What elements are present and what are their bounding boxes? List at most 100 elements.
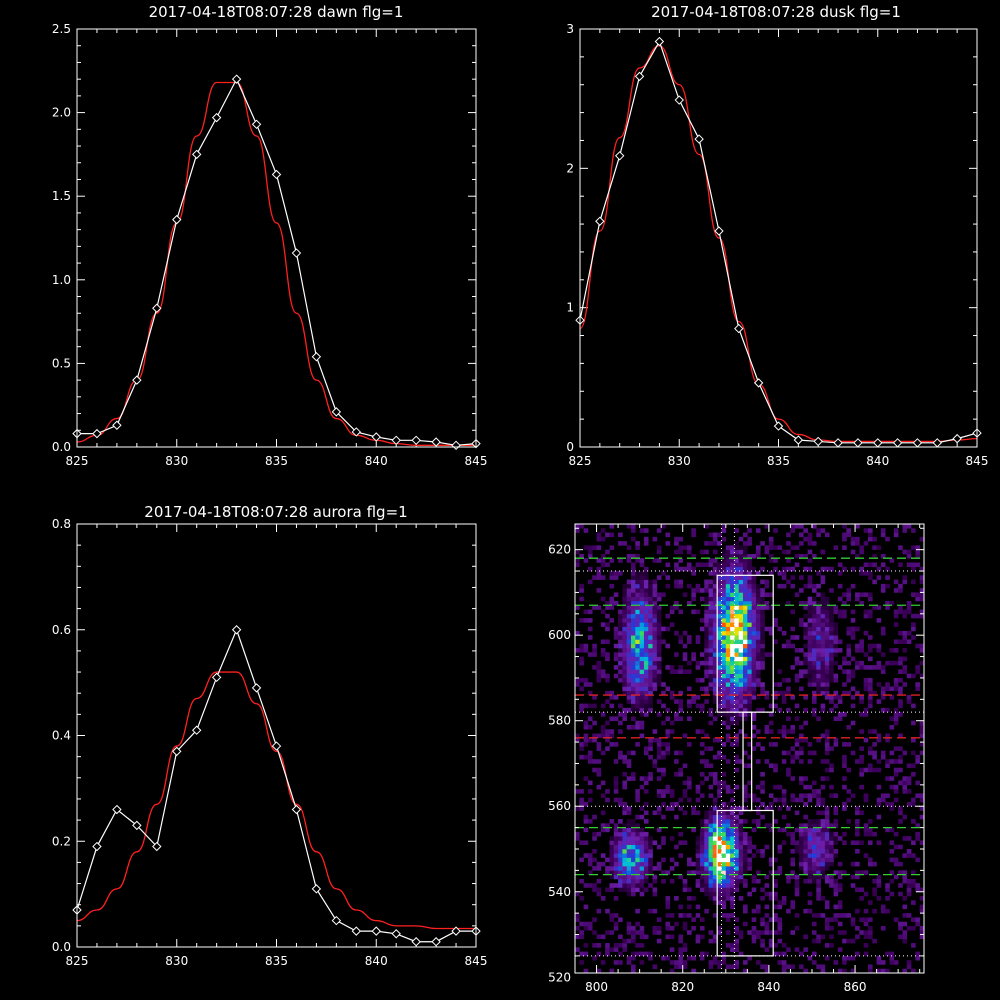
heatmap-cell bbox=[760, 622, 765, 627]
heatmap-cell bbox=[626, 583, 632, 589]
heatmap-cell bbox=[898, 545, 903, 550]
heatmap-cell bbox=[850, 626, 856, 632]
heatmap-cell bbox=[631, 955, 636, 961]
heatmap-cell bbox=[898, 891, 903, 897]
heatmap-cell bbox=[911, 622, 916, 627]
heatmap-cell bbox=[708, 831, 714, 837]
heatmap-cell bbox=[631, 656, 636, 662]
heatmap-cell bbox=[665, 643, 671, 649]
heatmap-cell bbox=[643, 660, 649, 666]
heatmap-cell bbox=[833, 793, 839, 798]
heatmap-cell bbox=[587, 682, 593, 687]
heatmap-cell bbox=[885, 887, 890, 893]
heatmap-cell bbox=[712, 583, 718, 589]
heatmap-cell bbox=[880, 588, 886, 593]
heatmap-cell bbox=[717, 605, 722, 610]
heatmap-cell bbox=[717, 878, 722, 884]
heatmap-cell bbox=[855, 831, 860, 837]
heatmap-cell bbox=[803, 720, 808, 726]
heatmap-cell bbox=[738, 571, 744, 576]
heatmap-cell bbox=[820, 934, 826, 940]
heatmap-cell bbox=[579, 588, 584, 593]
heatmap-cell bbox=[738, 823, 744, 828]
heatmap-cell bbox=[687, 857, 692, 863]
heatmap-cell bbox=[730, 549, 735, 555]
heatmap-cell bbox=[699, 831, 705, 837]
heatmap-cell bbox=[863, 943, 869, 948]
heatmap-cell bbox=[911, 579, 916, 585]
heatmap-cell bbox=[893, 588, 899, 593]
heatmap-cell bbox=[626, 819, 632, 824]
heatmap-cell bbox=[678, 699, 684, 704]
heatmap-cell bbox=[768, 626, 774, 632]
heatmap-cell bbox=[626, 673, 632, 679]
heatmap-cell bbox=[725, 784, 731, 790]
heatmap-cell bbox=[824, 904, 830, 910]
heatmap-cell bbox=[725, 622, 731, 627]
heatmap-cell bbox=[915, 562, 920, 568]
heatmap-cell bbox=[820, 848, 826, 854]
heatmap-cell bbox=[898, 934, 903, 940]
heatmap-cell bbox=[773, 618, 778, 623]
heatmap-cell bbox=[605, 699, 610, 704]
heatmap-cell bbox=[648, 742, 653, 747]
heatmap-cell bbox=[829, 673, 834, 679]
heatmap-cell bbox=[631, 635, 636, 640]
heatmap-cell bbox=[712, 896, 718, 901]
heatmap-cell bbox=[626, 883, 632, 888]
heatmap-cell bbox=[867, 934, 873, 940]
heatmap-cell bbox=[747, 588, 752, 593]
heatmap-cell bbox=[622, 801, 628, 807]
heatmap-cell bbox=[867, 596, 873, 602]
heatmap-cell bbox=[747, 866, 752, 871]
heatmap-cell bbox=[575, 831, 580, 837]
heatmap-cell bbox=[579, 677, 584, 683]
heatmap-cell bbox=[807, 660, 813, 666]
heatmap-cell bbox=[773, 742, 778, 747]
heatmap-cell bbox=[643, 630, 649, 636]
heatmap-cell bbox=[656, 575, 662, 580]
heatmap-cell bbox=[691, 566, 696, 572]
heatmap-cell bbox=[643, 874, 649, 880]
data-point-marker bbox=[773, 421, 784, 431]
heatmap-cell bbox=[837, 613, 843, 619]
heatmap-cell bbox=[743, 596, 748, 602]
heatmap-cell bbox=[730, 588, 735, 593]
heatmap-cell bbox=[738, 831, 744, 837]
heatmap-cell bbox=[648, 695, 653, 700]
heatmap-cell bbox=[678, 549, 684, 555]
heatmap-cell bbox=[794, 562, 800, 568]
heatmap-cell bbox=[695, 840, 701, 846]
heatmap-cell bbox=[609, 819, 615, 824]
heatmap-cell bbox=[863, 921, 869, 927]
heatmap-cell bbox=[807, 575, 813, 580]
heatmap-cell bbox=[807, 605, 813, 610]
heatmap-cell bbox=[863, 665, 869, 670]
heatmap-cell bbox=[622, 947, 628, 952]
heatmap-cell bbox=[790, 665, 796, 670]
heatmap-cell bbox=[807, 566, 813, 572]
heatmap-cell bbox=[609, 532, 615, 538]
heatmap-cell bbox=[846, 690, 852, 696]
heatmap-cell bbox=[768, 891, 774, 897]
heatmap-cell bbox=[898, 583, 903, 589]
heatmap-cell bbox=[631, 690, 636, 696]
heatmap-cell bbox=[656, 596, 662, 602]
heatmap-cell bbox=[915, 780, 920, 786]
heatmap-cell bbox=[885, 908, 890, 914]
heatmap-cell bbox=[863, 686, 869, 692]
heatmap-cell bbox=[699, 819, 705, 824]
heatmap-cell bbox=[587, 857, 593, 863]
heatmap-cell bbox=[626, 605, 632, 610]
heatmap-cell bbox=[635, 558, 640, 563]
heatmap-cell bbox=[811, 596, 817, 602]
heatmap-cell bbox=[760, 690, 765, 696]
heatmap-cell bbox=[811, 660, 817, 666]
heatmap-cell bbox=[734, 716, 740, 722]
heatmap-cell bbox=[613, 797, 619, 803]
heatmap-cell bbox=[635, 951, 640, 957]
heatmap-cell bbox=[652, 613, 658, 619]
heatmap-cell bbox=[738, 596, 744, 602]
heatmap-cell bbox=[704, 776, 709, 781]
